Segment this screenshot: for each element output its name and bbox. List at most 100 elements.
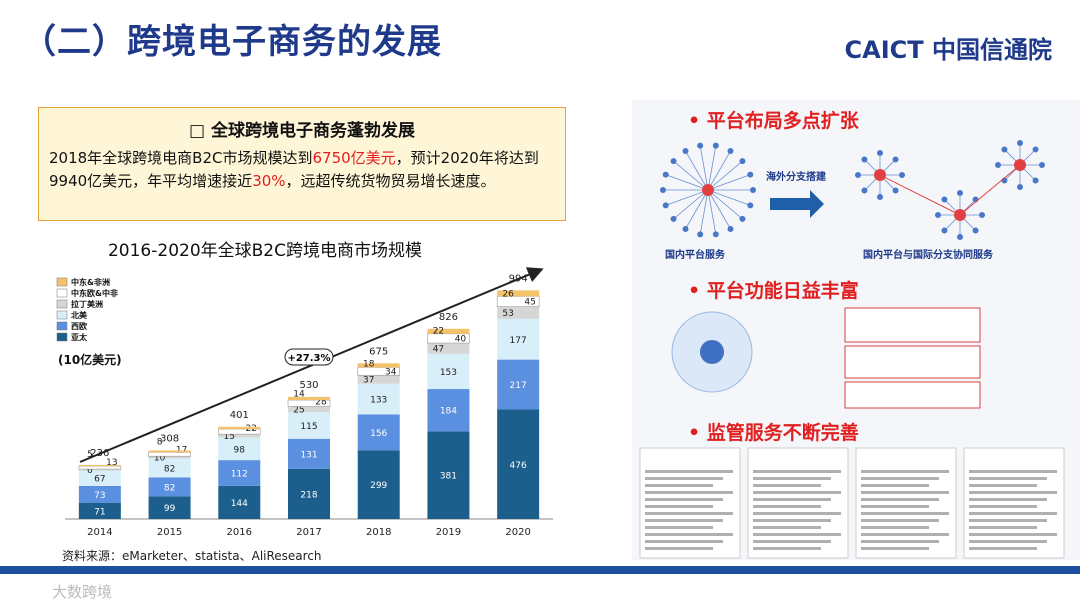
network-node xyxy=(727,148,734,155)
value-label: 73 xyxy=(94,491,105,501)
bar-segment xyxy=(78,502,121,519)
value-label: 144 xyxy=(231,499,248,509)
footer-brand: 大数跨境 xyxy=(52,583,112,601)
text-line xyxy=(861,540,939,543)
value-label: 26 xyxy=(502,289,514,299)
network-node xyxy=(712,142,719,149)
value-label: 28 xyxy=(315,397,327,407)
summary-heading: □ 全球跨境电子商务蓬勃发展 xyxy=(189,121,415,141)
total-label: 994 xyxy=(509,273,528,284)
bar-segment xyxy=(357,414,400,451)
text-line xyxy=(645,477,723,480)
text-line xyxy=(861,512,949,515)
text-line xyxy=(645,470,733,473)
x-tick-label: 2019 xyxy=(436,527,461,538)
logo: CAICT 中国信通院 xyxy=(845,30,1052,65)
network-node xyxy=(855,172,861,179)
network-node xyxy=(861,156,868,163)
network-link xyxy=(665,174,709,191)
bar-segment xyxy=(357,383,400,415)
network-node xyxy=(877,194,884,200)
value-label: 115 xyxy=(300,422,317,432)
value-label: 13 xyxy=(106,458,117,468)
text-line xyxy=(969,505,1037,508)
network-link xyxy=(707,174,751,191)
text-line xyxy=(969,519,1047,522)
function-box xyxy=(844,307,981,343)
text-line xyxy=(753,547,821,550)
text: 2018年全球跨境电商B2C市场规模达到 xyxy=(49,149,313,167)
network-link xyxy=(959,164,1021,216)
bar-segment xyxy=(427,328,470,334)
network-link xyxy=(707,189,751,206)
x-tick-label: 2015 xyxy=(157,527,182,538)
text-line xyxy=(645,540,723,543)
legend-label: 北美 xyxy=(71,310,88,320)
text-line xyxy=(753,505,821,508)
value-label: 45 xyxy=(524,298,535,308)
network-node xyxy=(956,190,963,196)
value-label: 184 xyxy=(440,407,457,417)
network-node xyxy=(682,225,689,232)
text-line xyxy=(753,484,821,487)
network-node xyxy=(941,227,948,234)
text-line xyxy=(969,491,1057,494)
arrow-label: 海外分支搭建 xyxy=(766,170,827,183)
network-node xyxy=(697,142,704,149)
policy-column xyxy=(855,447,957,559)
caption: 国内平台与国际分支协同服务 xyxy=(863,248,994,261)
text: ，预计2020年将达到9940亿美元，年平均增速接近 xyxy=(49,149,539,190)
x-tick-label: 2014 xyxy=(87,527,112,538)
legend-swatch xyxy=(56,288,68,298)
network-link xyxy=(707,189,731,230)
bar-segment xyxy=(427,353,470,390)
text-line xyxy=(861,533,949,536)
network-node xyxy=(670,158,677,165)
network-node xyxy=(739,158,746,165)
network-node xyxy=(861,187,868,194)
function-box xyxy=(844,381,981,409)
bar-segment xyxy=(78,464,121,467)
text-line xyxy=(645,519,723,522)
total-label: 236 xyxy=(90,448,109,459)
bar-segment xyxy=(218,426,261,430)
bar-segment xyxy=(357,363,400,368)
network-node xyxy=(1017,184,1024,190)
network-node xyxy=(995,162,1001,169)
text-line xyxy=(969,498,1047,501)
text-line xyxy=(861,547,929,550)
bar-segment xyxy=(288,412,330,439)
legend-swatch xyxy=(56,310,68,320)
network-node xyxy=(899,172,905,178)
point-text: 平台布局多点扩张 xyxy=(706,110,859,132)
text-line xyxy=(753,477,831,480)
network-node xyxy=(739,215,746,222)
value-label: 67 xyxy=(94,475,105,485)
text-line xyxy=(753,470,841,473)
bar-segment xyxy=(497,306,540,319)
text-line xyxy=(753,512,841,515)
text-line xyxy=(969,526,1037,529)
text-line xyxy=(861,491,949,494)
legend-swatch xyxy=(56,299,68,309)
value-label: 25 xyxy=(293,405,304,415)
network-link xyxy=(673,160,709,191)
text-line xyxy=(969,533,1057,536)
network-link xyxy=(685,189,709,230)
total-label: 826 xyxy=(439,312,458,323)
network-node xyxy=(892,187,899,194)
value-label: 131 xyxy=(300,450,317,460)
value-label: 37 xyxy=(363,376,374,386)
text-line xyxy=(969,512,1057,515)
x-tick-label: 2020 xyxy=(505,527,530,538)
network-link xyxy=(707,189,743,220)
caption: 国内平台服务 xyxy=(665,248,726,261)
value-label: 18 xyxy=(363,359,375,369)
legend-label: 中东&非洲 xyxy=(71,277,110,287)
network-node xyxy=(747,202,754,209)
bar-segment xyxy=(288,396,330,401)
bar-segment xyxy=(357,450,400,519)
text-line xyxy=(861,526,929,529)
policy-column xyxy=(639,447,741,559)
